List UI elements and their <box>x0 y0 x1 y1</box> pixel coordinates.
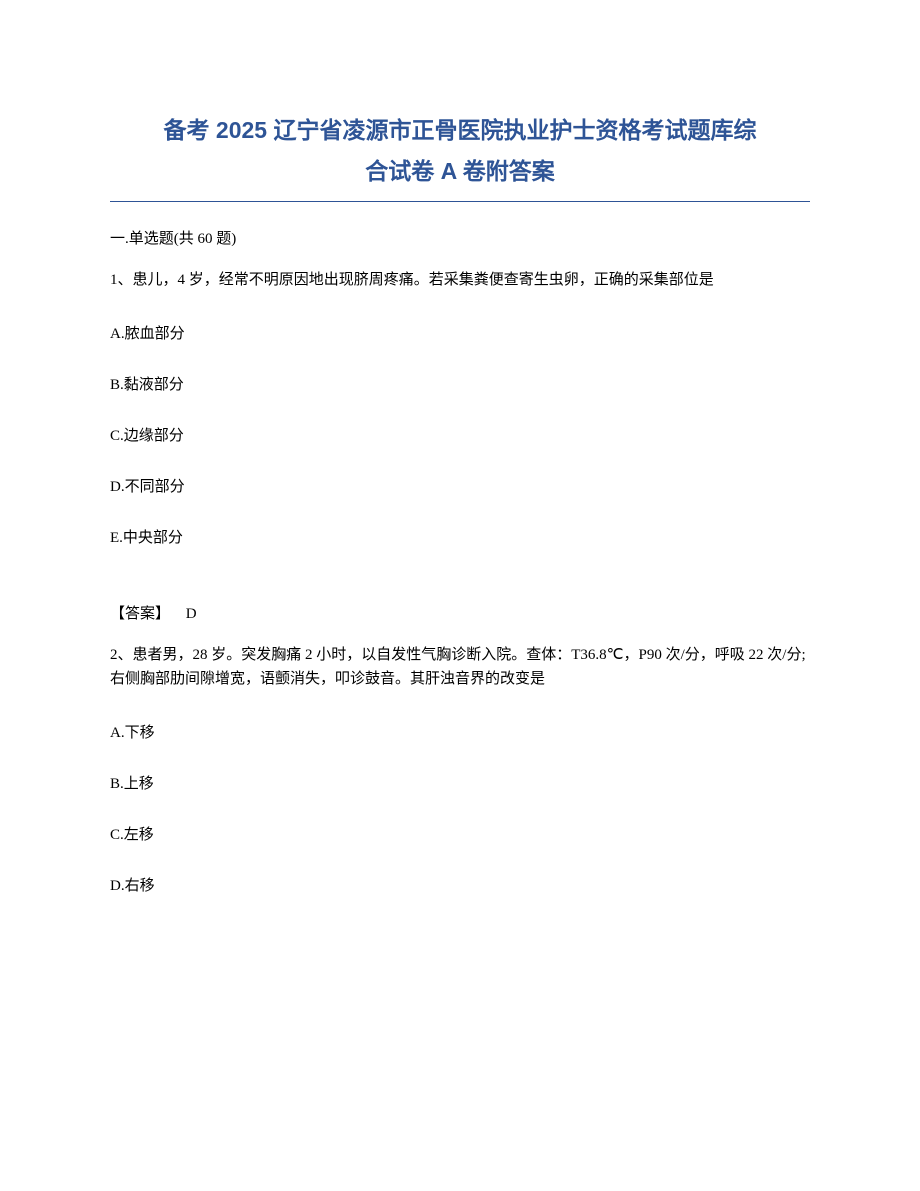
question-2-option-c: C.左移 <box>110 823 810 844</box>
title-line2: 合试卷 A 卷附答案 <box>110 151 810 192</box>
question-2-text: 2、患者男，28 岁。突发胸痛 2 小时，以自发性气胸诊断入院。查体：T36.8… <box>110 643 810 691</box>
question-1-option-a: A.脓血部分 <box>110 322 810 343</box>
question-1-answer: 【答案】 D <box>110 602 810 623</box>
question-1-body: 患儿，4 岁，经常不明原因地出现脐周疼痛。若采集粪便查寄生虫卵，正确的采集部位是 <box>133 272 714 288</box>
question-2-body: 患者男，28 岁。突发胸痛 2 小时，以自发性气胸诊断入院。查体：T36.8℃，… <box>110 647 806 687</box>
question-1-text: 1、患儿，4 岁，经常不明原因地出现脐周疼痛。若采集粪便查寄生虫卵，正确的采集部… <box>110 268 810 292</box>
question-1-option-e: E.中央部分 <box>110 526 810 547</box>
question-1-option-d: D.不同部分 <box>110 475 810 496</box>
question-2-option-d: D.右移 <box>110 874 810 895</box>
question-1-option-c: C.边缘部分 <box>110 424 810 445</box>
question-1-number: 1、 <box>110 272 133 288</box>
question-2-option-b: B.上移 <box>110 772 810 793</box>
answer-label: 【答案】 <box>110 606 170 622</box>
title-divider <box>110 201 810 202</box>
question-2-option-a: A.下移 <box>110 721 810 742</box>
title-line1: 备考 2025 辽宁省凌源市正骨医院执业护士资格考试题库综 <box>110 110 810 151</box>
question-2-number: 2、 <box>110 647 133 663</box>
question-1-option-b: B.黏液部分 <box>110 373 810 394</box>
section-header: 一.单选题(共 60 题) <box>110 227 810 248</box>
exam-title: 备考 2025 辽宁省凌源市正骨医院执业护士资格考试题库综 合试卷 A 卷附答案 <box>110 110 810 193</box>
answer-value: D <box>186 606 197 622</box>
